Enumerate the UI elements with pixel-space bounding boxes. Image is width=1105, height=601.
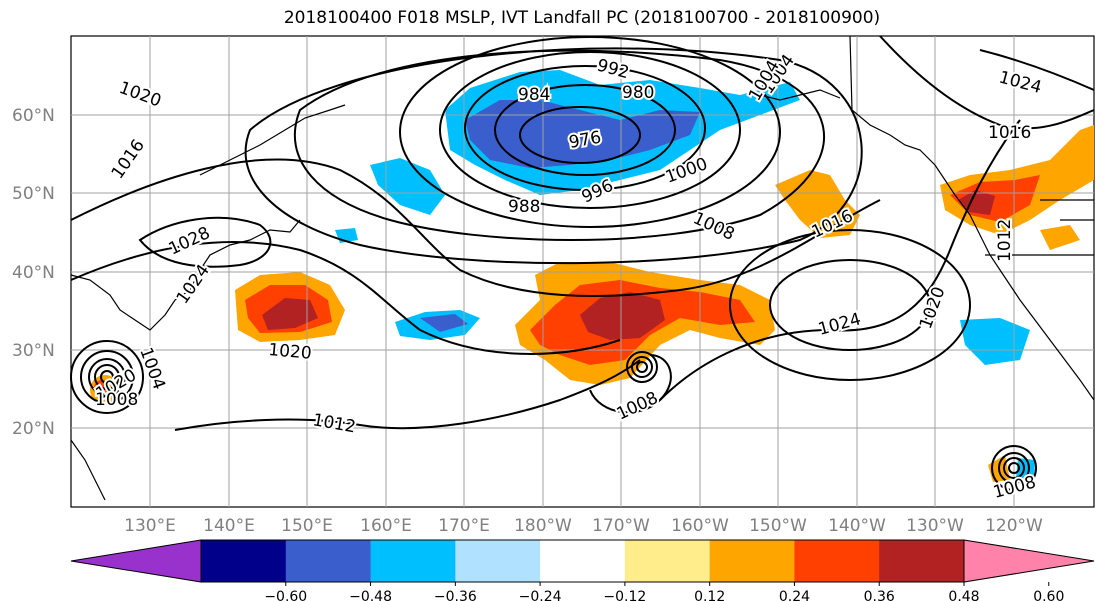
contour-label: 1012 bbox=[995, 219, 1015, 262]
contour-1016 bbox=[70, 158, 881, 297]
colorbar-tick-label: −0.36 bbox=[434, 589, 477, 601]
contour-label-halo: 1016 bbox=[988, 123, 1031, 143]
contour-label-halo: 988 bbox=[508, 197, 540, 217]
lat-label-20n: 20°N bbox=[12, 419, 55, 439]
lon-label-160e: 160°E bbox=[360, 516, 412, 536]
neg-region-east bbox=[960, 318, 1030, 365]
colorbar-bin bbox=[285, 540, 372, 582]
contour-984 bbox=[464, 65, 706, 191]
pos-core-central bbox=[580, 292, 665, 340]
coast-north-america bbox=[849, 35, 1095, 401]
lon-labels: 130°E 140°E 150°E 160°E 170°E 180°W 170°… bbox=[124, 516, 1043, 536]
plot-title: 2018100400 F018 MSLP, IVT Landfall PC (2… bbox=[283, 8, 881, 28]
colorbar-tick-label: −0.24 bbox=[519, 589, 562, 601]
colorbar-tick-label: −0.60 bbox=[264, 589, 307, 601]
colorbar-frame bbox=[200, 539, 965, 583]
lon-label-140e: 140°E bbox=[203, 516, 255, 536]
colorbar-bin bbox=[709, 540, 795, 582]
lon-label-130e: 130°E bbox=[124, 516, 176, 536]
colorbar-bin bbox=[370, 540, 456, 582]
contour-1024-east bbox=[769, 259, 931, 351]
contour-label-halo: 980 bbox=[622, 83, 654, 103]
contour-label: 1016 bbox=[988, 123, 1031, 143]
contour-1012 bbox=[174, 359, 641, 431]
contour-1020 bbox=[70, 241, 621, 355]
neg-core-aleutian bbox=[465, 100, 700, 168]
contour-label-halo: 1008 bbox=[95, 390, 138, 410]
coast-russia bbox=[199, 104, 346, 176]
colorbar bbox=[70, 539, 1095, 583]
mslp-contours bbox=[70, 35, 1095, 491]
contour-996 bbox=[399, 36, 781, 228]
coast-asia bbox=[70, 219, 301, 331]
contour-label: 1020 bbox=[268, 340, 313, 364]
ivt-shading bbox=[90, 70, 1094, 482]
lon-label-150w: 150°W bbox=[749, 516, 807, 536]
colorbar-tick-label: 0.60 bbox=[1033, 589, 1064, 601]
contour-label: 1008 bbox=[95, 390, 138, 410]
contour-label: 980 bbox=[622, 83, 654, 103]
contour-label-halo: 1012 bbox=[995, 219, 1015, 262]
neg-core-mid bbox=[420, 314, 468, 332]
contour-label: 988 bbox=[508, 197, 540, 217]
lon-label-130w: 130°W bbox=[906, 516, 964, 536]
contour-976 bbox=[519, 106, 641, 164]
contour-1024-ne bbox=[979, 49, 1095, 91]
neg-region-west bbox=[370, 158, 445, 215]
coast-alaska bbox=[759, 89, 841, 101]
contour-1008 bbox=[244, 47, 863, 265]
pos-spot-coast bbox=[1040, 225, 1080, 250]
colorbar-bin bbox=[624, 540, 711, 582]
contour-1016-east bbox=[659, 119, 1021, 401]
colorbar-ticks: −0.60 −0.48 −0.36 −0.24 −0.12 0.12 0.24 0.36 0.4… bbox=[264, 582, 1064, 601]
lon-label-170e: 170°E bbox=[438, 516, 490, 536]
gridlines bbox=[71, 36, 1094, 507]
lon-label-170w: 170°W bbox=[592, 516, 650, 536]
contour-1008-mid bbox=[589, 354, 672, 414]
contour-label-halo: 1020 bbox=[268, 340, 313, 364]
colorbar-tick-label: 0.48 bbox=[948, 589, 979, 601]
colorbar-tick-label: −0.12 bbox=[603, 589, 646, 601]
lat-labels: 60°N 50°N 40°N 30°N 20°N bbox=[12, 106, 55, 439]
state-borders bbox=[985, 199, 1094, 256]
contour-1020-east bbox=[729, 229, 971, 381]
colorbar-bin bbox=[201, 540, 287, 582]
coast-se-asia bbox=[70, 439, 106, 501]
lat-label-60n: 60°N bbox=[12, 106, 55, 126]
colorbar-bin bbox=[455, 540, 541, 582]
pos-core-japan bbox=[262, 298, 318, 330]
lon-label-140w: 140°W bbox=[828, 516, 886, 536]
lat-label-40n: 40°N bbox=[12, 263, 55, 283]
colorbar-bin bbox=[540, 540, 626, 582]
lon-label-180w: 180°W bbox=[514, 516, 572, 536]
lat-label-50n: 50°N bbox=[12, 184, 55, 204]
contour-988 bbox=[439, 51, 741, 209]
contour-label-halo: 984 bbox=[518, 85, 550, 105]
neg-hurricane-east bbox=[1016, 458, 1035, 478]
colorbar-tick-label: 0.12 bbox=[694, 589, 725, 601]
contour-980 bbox=[494, 84, 676, 176]
coastlines bbox=[70, 35, 1095, 501]
colorbar-tick-label: 0.36 bbox=[864, 589, 895, 601]
colorbar-extend-low bbox=[70, 539, 202, 583]
contour-1028 bbox=[138, 216, 272, 268]
colorbar-extend-high bbox=[963, 539, 1095, 583]
lon-label-160w: 160°W bbox=[671, 516, 729, 536]
contour-1016-ne bbox=[879, 35, 1095, 130]
lon-label-150e: 150°E bbox=[281, 516, 333, 536]
pos-region-gulf bbox=[775, 170, 860, 238]
colorbar-tick-label: 0.24 bbox=[779, 589, 810, 601]
lon-label-120w: 120°W bbox=[985, 516, 1043, 536]
contour-label: 984 bbox=[518, 85, 550, 105]
colorbar-bin bbox=[879, 540, 965, 582]
lat-label-30n: 30°N bbox=[12, 341, 55, 361]
colorbar-bin bbox=[794, 540, 880, 582]
colorbar-tick-label: −0.48 bbox=[349, 589, 392, 601]
